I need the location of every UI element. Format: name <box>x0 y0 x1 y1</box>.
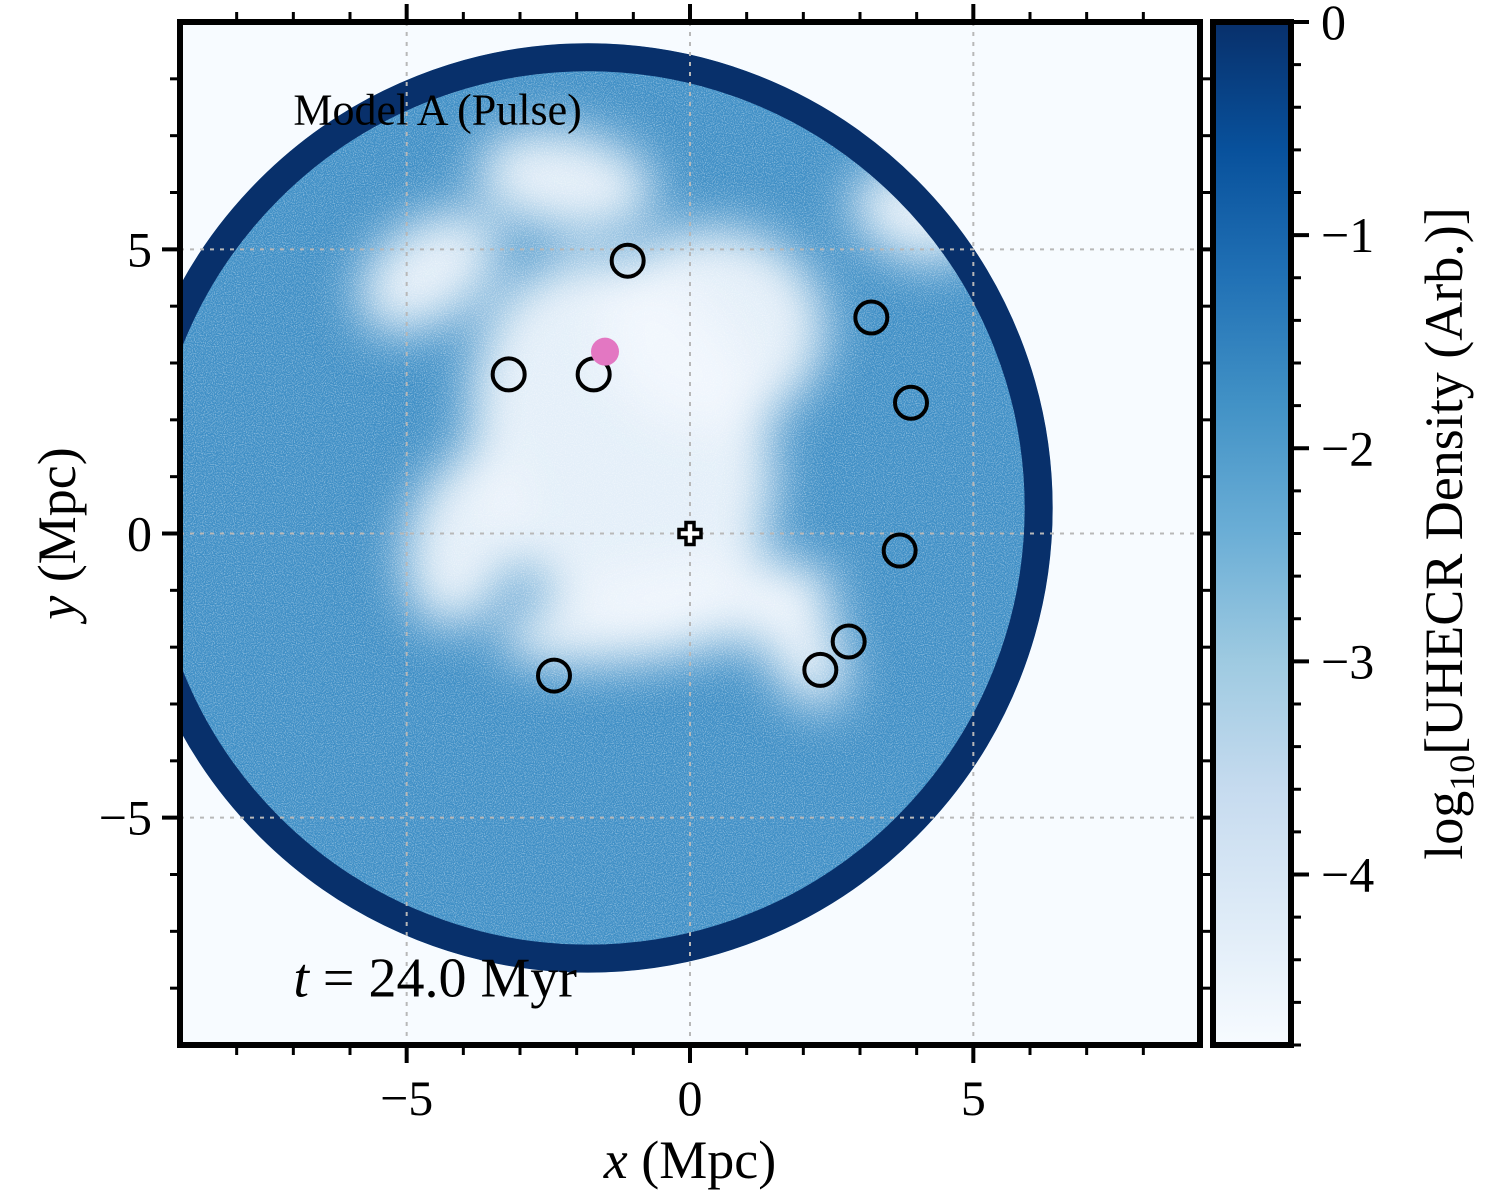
colorbar-tick-label: −4 <box>1321 847 1374 903</box>
x-tick-label: 5 <box>961 1070 986 1126</box>
colorbar-label-log: log <box>1414 791 1474 860</box>
markers <box>490 242 929 694</box>
colorbar-label-text: [UHECR Density (Arb.)] <box>1414 207 1474 754</box>
y-tick-label: −5 <box>99 790 152 846</box>
density-rim <box>180 43 1053 973</box>
galaxy-marker <box>490 356 527 393</box>
colorbar-tick-label: −1 <box>1321 207 1374 263</box>
y-axis-unit: (Mpc) <box>27 447 87 595</box>
y-tick-label: 0 <box>127 506 152 562</box>
model-annotation: Model A (Pulse) <box>293 85 581 134</box>
colorbar-tick-label: 0 <box>1321 0 1346 50</box>
x-tick-label: 0 <box>678 1070 703 1126</box>
x-axis-unit: (Mpc) <box>628 1130 776 1190</box>
observer-marker <box>677 520 703 547</box>
colorbar-label: log10[UHECR Density (Arb.)] <box>1414 207 1482 859</box>
y-tick-label: 5 <box>127 221 152 277</box>
x-tick-label: −5 <box>380 1070 433 1126</box>
time-label: t = 24.0 Myr <box>293 948 577 1010</box>
colorbar <box>1210 19 1294 1048</box>
colorbar-tick-label: −3 <box>1321 633 1374 689</box>
galaxy-marker <box>536 657 572 694</box>
time-var: t <box>293 948 310 1010</box>
galaxy-marker <box>853 299 890 336</box>
plot-frame <box>177 19 1203 1048</box>
galaxy-marker <box>802 651 839 688</box>
x-axis-var: x <box>603 1130 628 1190</box>
galaxy-marker <box>609 242 646 279</box>
galaxy-marker <box>881 532 918 569</box>
x-axis-label: x (Mpc) <box>603 1130 776 1190</box>
source-marker <box>591 337 619 366</box>
colorbar-label-base: 10 <box>1442 755 1482 791</box>
density-map <box>180 43 1053 973</box>
colorbar-tick-label: −2 <box>1321 420 1374 476</box>
y-axis-var: y <box>27 596 87 625</box>
colorbar-ticks: 0 −1 −2 −3 −4 <box>1291 0 1374 1047</box>
galaxy-marker <box>893 384 929 421</box>
galaxy-marker <box>830 623 867 660</box>
time-value: = 24.0 Myr <box>309 948 577 1010</box>
y-axis-label: y (Mpc) <box>27 447 87 624</box>
